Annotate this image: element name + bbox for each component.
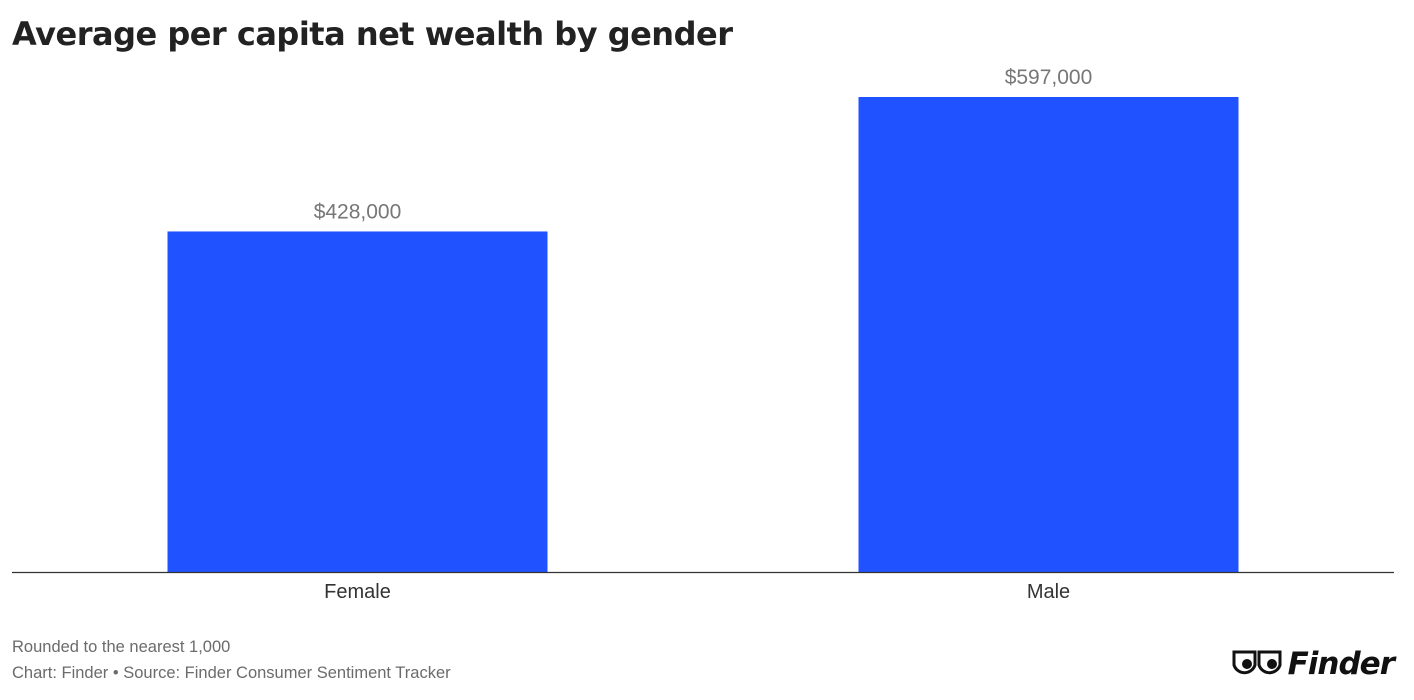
bar-female xyxy=(167,231,548,572)
footer-credit: Chart: Finder • Source: Finder Consumer … xyxy=(12,664,451,682)
x-tick-label-female: Female xyxy=(324,581,391,603)
bar-male xyxy=(858,97,1239,572)
finder-logo: Finder xyxy=(1232,644,1395,684)
footer-note: Rounded to the nearest 1,000 xyxy=(12,638,231,656)
chart-footer: Rounded to the nearest 1,000 Chart: Find… xyxy=(12,634,451,686)
chart-area: $428,000 Female $597,000 Male xyxy=(12,66,1394,603)
x-tick-label-male: Male xyxy=(1027,581,1070,603)
value-label-male: $597,000 xyxy=(1005,66,1093,89)
value-label-female: $428,000 xyxy=(314,200,402,223)
eyes-icon xyxy=(1232,650,1282,675)
chart-title: Average per capita net wealth by gender xyxy=(12,15,733,53)
bar-chart: $428,000 Female $597,000 Male xyxy=(12,66,1394,603)
logo-text: Finder xyxy=(1287,646,1395,682)
